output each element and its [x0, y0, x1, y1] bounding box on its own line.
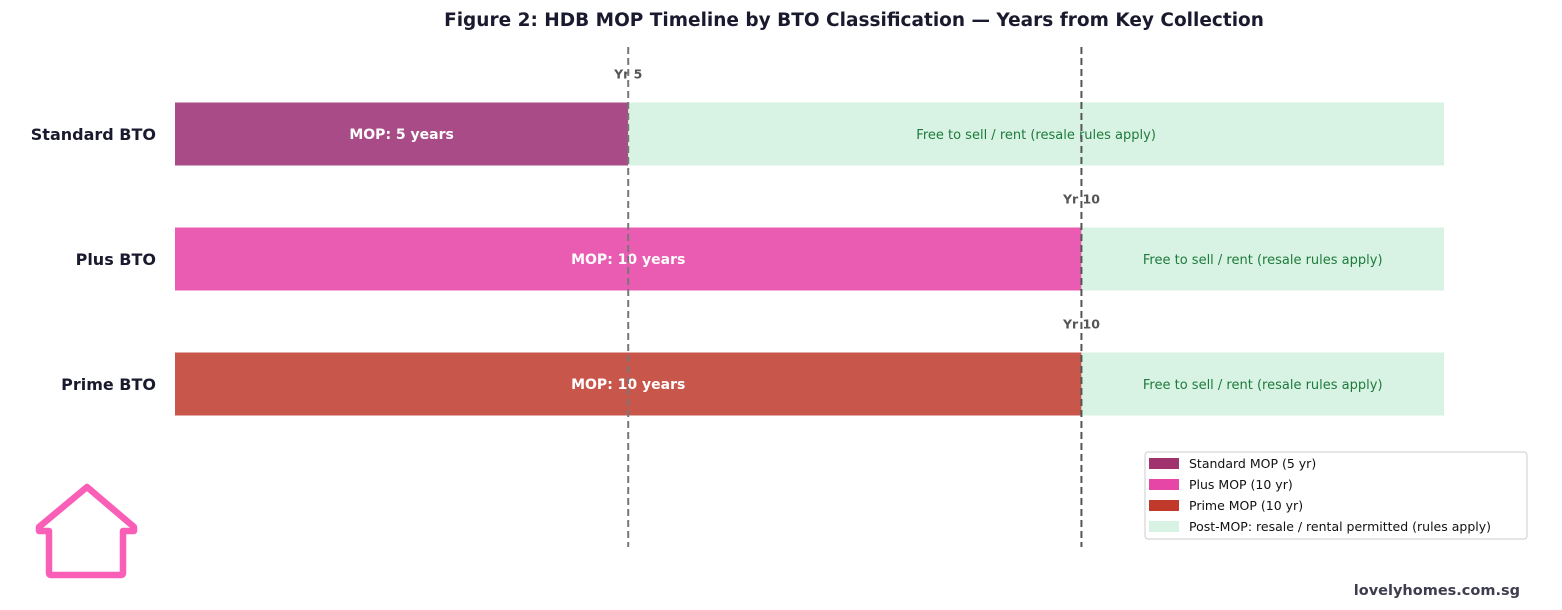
chart-title: Figure 2: HDB MOP Timeline by BTO Classi…: [444, 10, 1264, 31]
marker-label-plus-bto: Yr 10: [1062, 192, 1100, 207]
post-mop-label-plus-bto: Free to sell / rent (resale rules apply): [1143, 253, 1383, 268]
post-mop-label-standard-bto: Free to sell / rent (resale rules apply): [916, 128, 1156, 143]
legend-label-2: Prime MOP (10 yr): [1189, 498, 1303, 513]
marker-lines-layer: [627, 47, 1083, 547]
post-mop-label-prime-bto: Free to sell / rent (resale rules apply): [1143, 378, 1383, 393]
post-mop-bar-prime-bto: [1081, 352, 1444, 416]
house-icon: [35, 483, 138, 579]
legend-label-3: Post-MOP: resale / rental permitted (rul…: [1189, 519, 1491, 534]
legend-swatch-3: [1149, 521, 1179, 532]
mop-label-standard-bto: MOP: 5 years: [349, 127, 454, 143]
mop-bar-standard-bto: [175, 102, 629, 166]
mop-label-prime-bto: MOP: 10 years: [571, 377, 685, 393]
legend-frame: [1144, 451, 1528, 540]
category-label-prime-bto: Prime BTO: [61, 375, 156, 394]
post-mop-bar-plus-bto: [1081, 227, 1444, 291]
watermark-text: lovelyhomes.com.sg: [1354, 583, 1520, 599]
legend-swatch-0: [1149, 458, 1179, 469]
legend-swatch-1: [1149, 479, 1179, 490]
category-label-standard-bto: Standard BTO: [31, 125, 156, 144]
post-mop-bar-standard-bto: [628, 102, 1444, 166]
legend-swatch-2: [1149, 500, 1179, 511]
legend-label-1: Plus MOP (10 yr): [1189, 477, 1293, 492]
bars-layer: Standard BTO MOP: 5 years Free to sell / r…: [31, 67, 1444, 416]
category-label-plus-bto: Plus BTO: [76, 250, 156, 269]
legend-label-0: Standard MOP (5 yr): [1189, 456, 1316, 471]
legend: Standard MOP (5 yr) Plus MOP (10 yr) Prime…: [1144, 451, 1528, 540]
